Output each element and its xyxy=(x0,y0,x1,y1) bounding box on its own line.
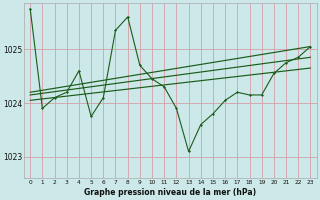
X-axis label: Graphe pression niveau de la mer (hPa): Graphe pression niveau de la mer (hPa) xyxy=(84,188,256,197)
